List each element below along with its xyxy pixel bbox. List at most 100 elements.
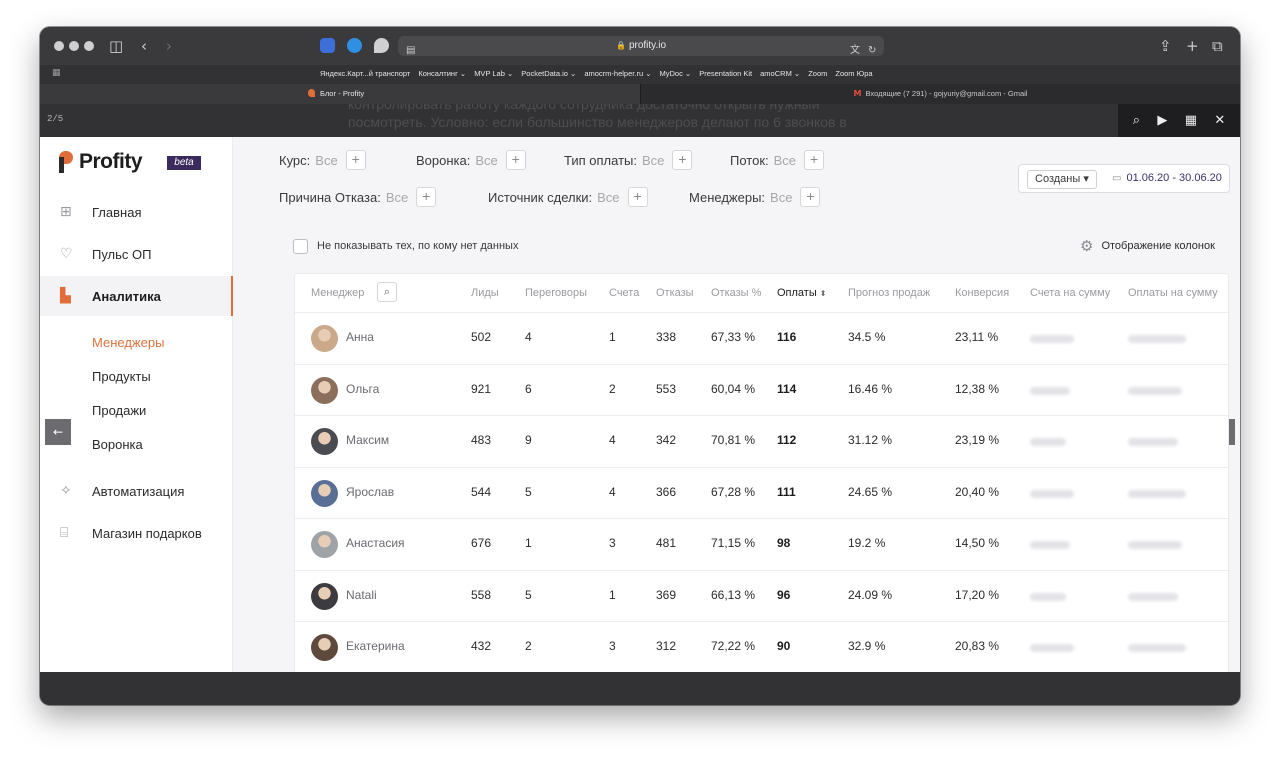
share-icon[interactable]: ⇪ (1159, 37, 1172, 55)
sub-item-managers[interactable]: Менеджеры (92, 335, 165, 350)
manager-name[interactable]: Максим (346, 433, 390, 447)
zoom-window-button[interactable] (84, 41, 94, 51)
sidebar-item-home[interactable]: ⊞ Главная (40, 192, 233, 232)
hide-empty-checkbox[interactable] (293, 239, 308, 254)
close-window-button[interactable] (54, 41, 64, 51)
column-header[interactable]: Счета (609, 287, 640, 299)
sidebar-toggle-icon[interactable]: ◫ (109, 37, 124, 55)
sidebar-item-pulse[interactable]: ♡ Пульс ОП (40, 234, 233, 274)
reload-icon[interactable]: ↻ (868, 45, 877, 56)
tab-overview-icon[interactable]: ⧉ (1212, 37, 1223, 55)
date-mode-dropdown[interactable]: Созданы ▾ (1027, 170, 1097, 189)
table-row[interactable]: Екатерина 432 2 3 312 72,22 % 90 32.9 % 20,83 % (295, 621, 1230, 672)
grid-view-icon[interactable]: ▦ (1184, 113, 1198, 128)
address-bar[interactable]: ▤ 🔒 profity.io 文 ↻ (398, 36, 884, 56)
cell-leads: 921 (471, 381, 492, 396)
table-row[interactable]: Ольга 921 6 2 553 60,04 % 114 16.46 % 12,38 % (295, 363, 1230, 416)
sidebar-item-gift-shop[interactable]: ⌸ Магазин подарков (40, 513, 233, 553)
add-filter-button[interactable]: + (416, 187, 437, 207)
zoom-search-icon[interactable]: ⌕ (1132, 113, 1140, 128)
column-header[interactable]: Счета на сумму (1030, 287, 1111, 299)
table-row[interactable]: Анна 502 4 1 338 67,33 % 116 34.5 % 23,11 % (295, 312, 1230, 364)
search-manager-button[interactable]: ⌕ (377, 282, 397, 302)
cell-invoices: 3 (609, 639, 616, 653)
bookmark-item[interactable]: Zoom (808, 69, 828, 78)
table-row[interactable]: Анастасия 676 1 3 481 71,15 % 98 19.2 % 14,50 % (295, 518, 1230, 570)
shield-extension-icon[interactable] (374, 38, 389, 53)
home-icon: ⊞ (60, 204, 72, 220)
reader-icon[interactable]: ▤ (406, 45, 416, 56)
bookmark-item[interactable]: amoCRM ⌄ (760, 69, 801, 78)
column-header[interactable]: Конверсия (955, 287, 1010, 299)
sub-item-products[interactable]: Продукты (92, 369, 151, 384)
column-header[interactable]: Отказы (656, 287, 694, 299)
manager-name[interactable]: Екатерина (346, 639, 405, 653)
back-icon[interactable]: ‹ (141, 37, 147, 55)
add-filter-button[interactable]: + (345, 150, 366, 170)
date-range-picker[interactable]: ▭ 01.06.20 - 30.06.20 (1112, 172, 1222, 184)
add-filter-button[interactable]: + (672, 150, 693, 170)
cell-forecast: 24.09 % (848, 587, 893, 602)
blurred-invoice-sum (1030, 386, 1070, 395)
table-row[interactable]: Natali 558 5 1 369 66,13 % 96 24.09 % 17,20 % (295, 569, 1230, 622)
sub-item-sales[interactable]: Продажи (92, 403, 147, 418)
cell-payments: 112 (777, 433, 797, 447)
manager-name[interactable]: Ярослав (346, 484, 395, 499)
columns-display-button[interactable]: ⚙ Отображение колонок (1080, 237, 1215, 255)
cell-conversion: 23,19 % (955, 433, 1000, 447)
favorites-grid-icon[interactable]: ▦ (52, 68, 61, 78)
minimize-window-button[interactable] (69, 41, 79, 51)
manager-name[interactable]: Анна (346, 330, 374, 344)
filter-managers: Менеджеры: Все + (689, 187, 821, 207)
bookmark-item[interactable]: MyDoc ⌄ (659, 69, 692, 78)
bookmark-item[interactable]: MVP Lab ⌄ (474, 69, 514, 78)
pocket-extension-icon[interactable] (320, 38, 335, 53)
column-header[interactable]: Переговоры (525, 287, 588, 299)
cell-payments: 114 (777, 381, 797, 396)
manager-name[interactable]: Natali (346, 587, 377, 602)
manager-name[interactable]: Анастасия (346, 536, 405, 550)
cell-invoices: 3 (609, 536, 616, 550)
prev-slide-button[interactable]: ← (45, 419, 71, 445)
filter-stream: Поток: Все + (730, 150, 825, 170)
add-filter-button[interactable]: + (505, 150, 526, 170)
sub-item-funnel[interactable]: Воронка (92, 437, 143, 452)
bookmark-item[interactable]: Zoom Юра (835, 69, 873, 78)
table-row[interactable]: Максим 483 9 4 342 70,81 % 112 31.12 % 23,19 % (295, 415, 1230, 467)
manager-name[interactable]: Ольга (346, 381, 380, 396)
cell-rejects-pct: 66,13 % (711, 587, 756, 602)
bookmark-item[interactable]: amocrm-helper.ru ⌄ (584, 69, 652, 78)
gmail-favicon: M (853, 89, 862, 98)
play-icon[interactable]: ▶ (1157, 113, 1168, 128)
filter-value: Все (597, 189, 620, 205)
column-header[interactable]: Отказы % (711, 287, 762, 299)
beta-badge: beta (167, 156, 201, 170)
sidebar-item-analytics[interactable]: ▙ Аналитика (40, 276, 233, 316)
cell-talks: 5 (525, 587, 532, 602)
new-tab-icon[interactable]: + (1186, 37, 1199, 55)
cell-rejects: 369 (656, 587, 677, 602)
column-header[interactable]: Прогноз продаж (848, 287, 931, 299)
column-header[interactable]: Лиды (471, 287, 499, 299)
add-filter-button[interactable]: + (804, 150, 825, 170)
close-icon[interactable]: ✕ (1214, 113, 1226, 128)
cell-rejects-pct: 72,22 % (711, 639, 756, 653)
column-header[interactable]: Оплаты на сумму (1128, 287, 1218, 299)
sidebar-item-automation[interactable]: ✧ Автоматизация (40, 471, 233, 511)
bookmark-item[interactable]: Консалтинг ⌄ (418, 69, 467, 78)
bookmark-item[interactable]: PocketData.io ⌄ (521, 69, 577, 78)
logo[interactable]: Profity beta (59, 150, 201, 174)
add-filter-button[interactable]: + (800, 187, 821, 207)
password-extension-icon[interactable] (347, 38, 362, 53)
table-row[interactable]: Ярослав 544 5 4 366 67,28 % 111 24.65 % 20,40 % (295, 466, 1230, 519)
tab-profity-blog[interactable]: Блог - Profity (40, 84, 640, 104)
forward-icon[interactable]: › (166, 37, 172, 55)
bookmark-item[interactable]: Яндекс.Карт...й транспорт (320, 69, 411, 78)
bookmark-item[interactable]: Presentation Kit (699, 69, 753, 78)
presentation-tools: ⌕ ▶ ▦ ✕ (1118, 104, 1240, 137)
cell-talks: 4 (525, 330, 532, 344)
add-filter-button[interactable]: + (627, 187, 648, 207)
translate-icon[interactable]: 文 (850, 45, 860, 56)
tab-gmail[interactable]: M Входящие (7 291) - gojyuriy@gmail.com -… (640, 84, 1240, 104)
column-header-payments[interactable]: Оплаты ⬍ (777, 287, 826, 299)
